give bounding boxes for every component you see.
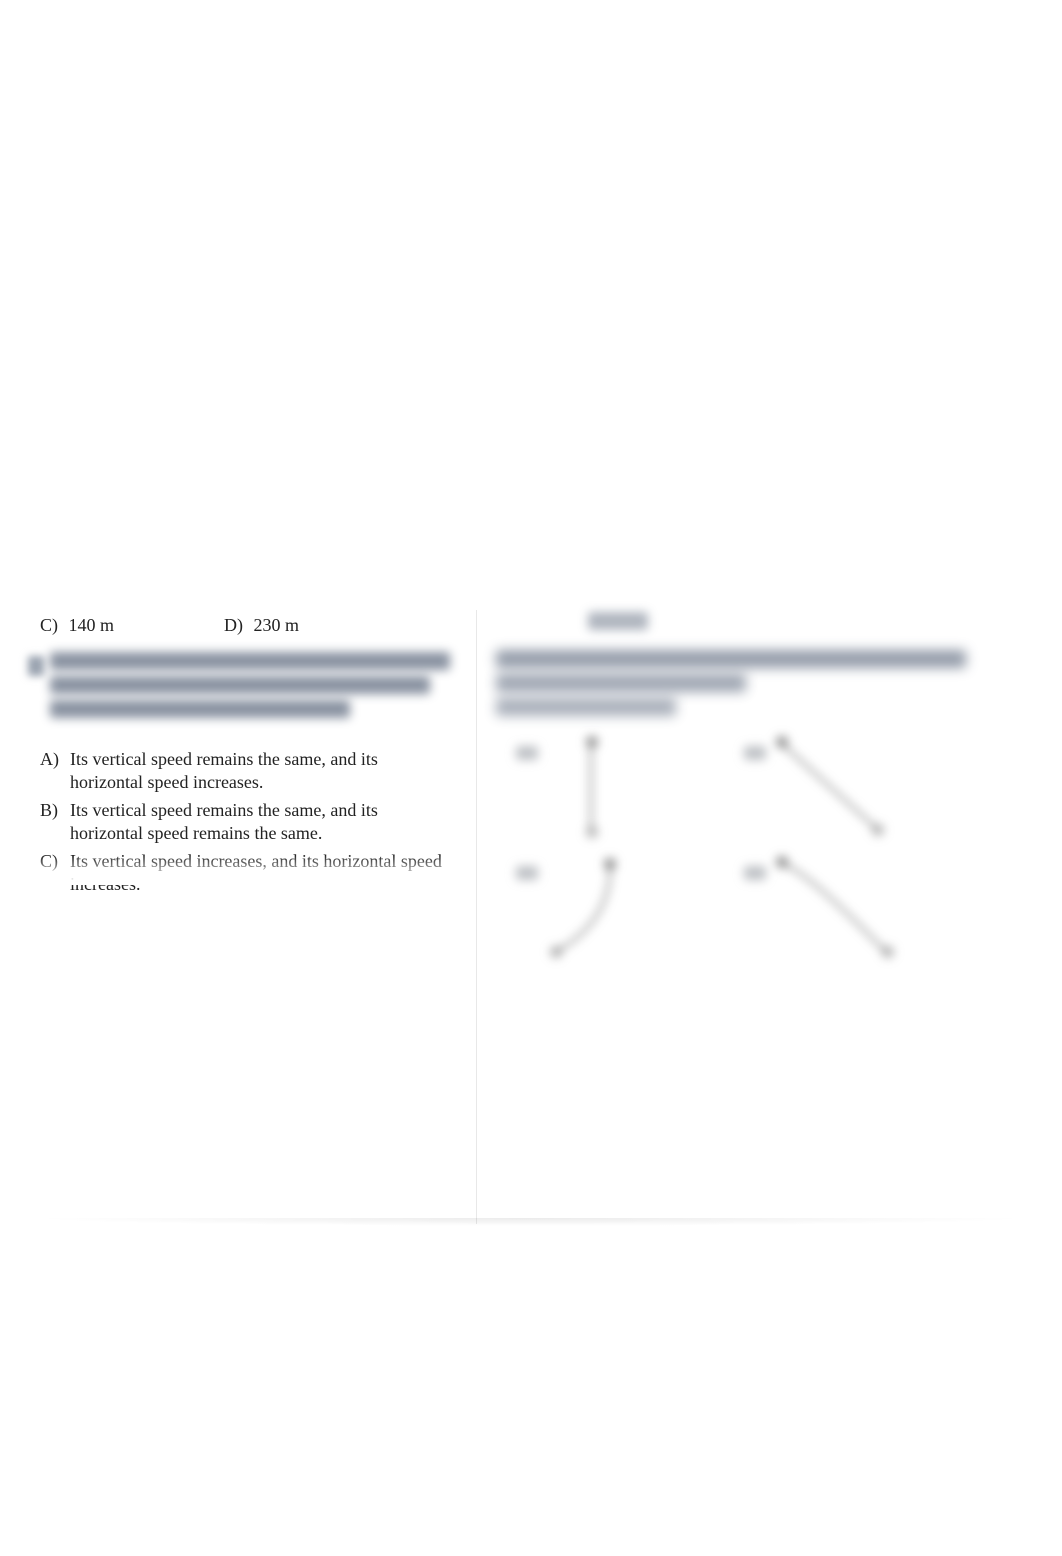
heading-blurred	[588, 612, 648, 630]
choice-c: C) Its vertical speed increases, and its…	[40, 850, 452, 897]
path-a-icon	[526, 740, 626, 850]
choice-label: C)	[40, 850, 70, 897]
page-bottom-shadow	[30, 1218, 1032, 1226]
answer-choice-c: C) 140 m	[40, 615, 114, 636]
column-divider	[476, 610, 477, 1224]
dot-icon	[550, 946, 562, 958]
choice-label: B)	[40, 799, 70, 846]
dot-icon	[586, 826, 598, 838]
answer-value: 140 m	[69, 615, 115, 635]
left-column: C) 140 m D) 230 m A) Its vertical speed …	[0, 0, 476, 1224]
dot-icon	[872, 824, 884, 836]
diagram-options-blurred	[496, 740, 976, 980]
question-number-blurred	[28, 656, 44, 676]
right-column	[476, 0, 1036, 1224]
answer-label: D)	[224, 615, 243, 636]
two-column-layout: C) 140 m D) 230 m A) Its vertical speed …	[0, 0, 1062, 1224]
question-stem-blurred	[50, 652, 450, 724]
path-c-icon	[526, 860, 666, 970]
choice-text: Its vertical speed remains the same, and…	[70, 799, 452, 846]
choice-text: Its vertical speed increases, and its ho…	[70, 850, 452, 897]
choice-text: Its vertical speed remains the same, and…	[70, 748, 452, 795]
page: C) 140 m D) 230 m A) Its vertical speed …	[0, 0, 1062, 1556]
right-question-blurred	[496, 650, 966, 722]
choice-b: B) Its vertical speed remains the same, …	[40, 799, 452, 846]
answer-label: C)	[40, 615, 58, 636]
answer-choice-d: D) 230 m	[224, 615, 299, 636]
path-b-icon	[756, 740, 906, 850]
answer-choices-list: A) Its vertical speed remains the same, …	[40, 748, 452, 900]
choice-label: A)	[40, 748, 70, 795]
dot-icon	[882, 946, 894, 958]
choice-a: A) Its vertical speed remains the same, …	[40, 748, 452, 795]
previous-question-answers: C) 140 m D) 230 m	[40, 615, 299, 636]
answer-value: 230 m	[254, 615, 300, 635]
